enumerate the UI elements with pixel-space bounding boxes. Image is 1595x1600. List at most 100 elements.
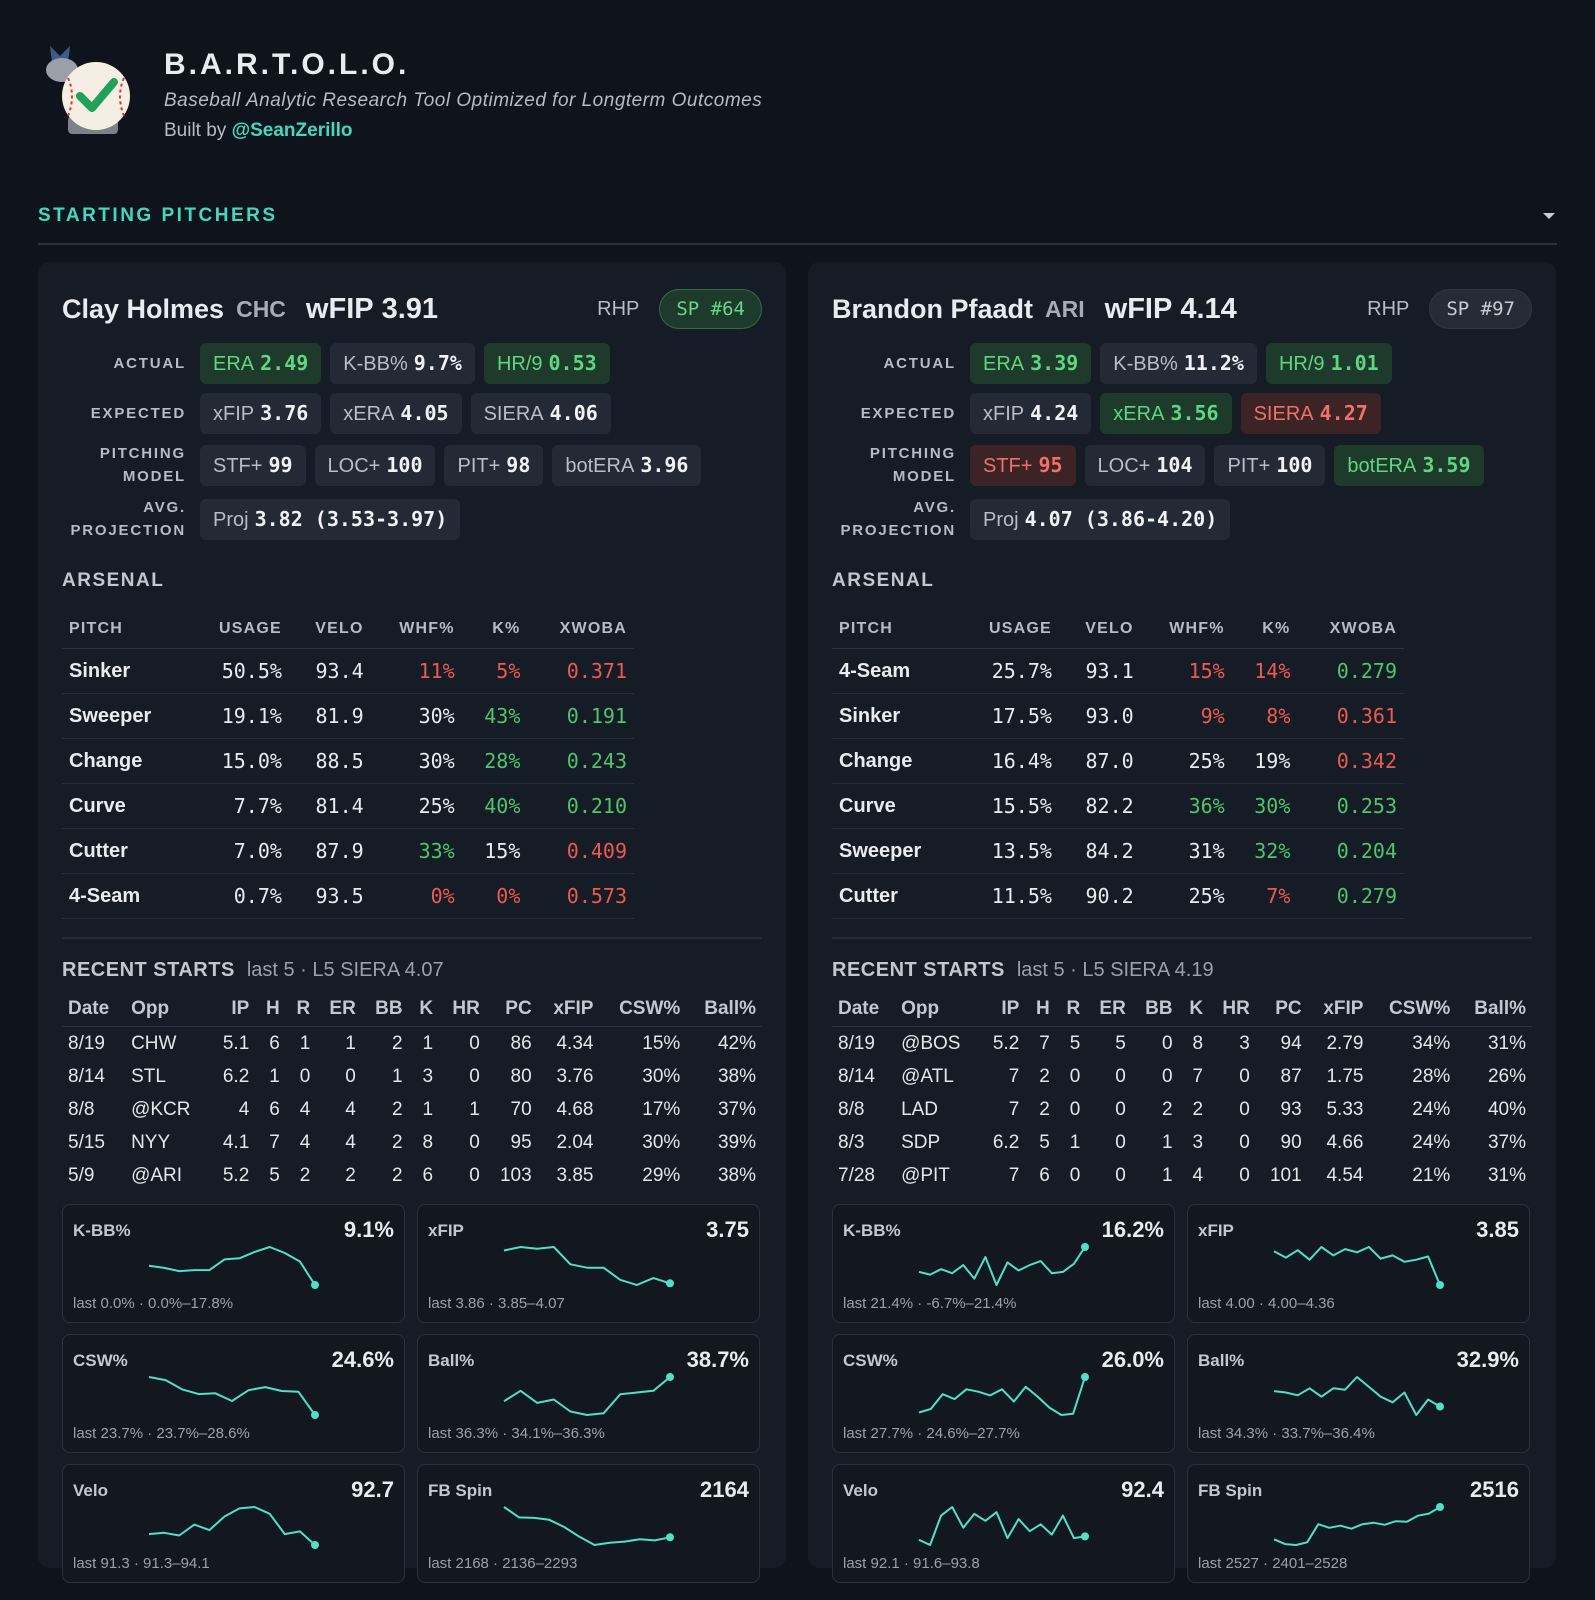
metric-row-label: PITCHING MODEL bbox=[869, 445, 956, 485]
arsenal-cell: 8% bbox=[1231, 693, 1298, 739]
recent-cell: 0 bbox=[299, 1065, 311, 1087]
sparkline-end-dot bbox=[311, 1411, 319, 1419]
sparkline-line bbox=[1273, 1376, 1441, 1416]
sparkline-footer: last 0.0% · 0.0%–17.8% bbox=[73, 1295, 234, 1312]
sparkline-footer: last 36.3% · 34.1%–36.3% bbox=[428, 1425, 605, 1442]
metric-chip: STF+ 95 bbox=[970, 444, 1076, 486]
chip-value: 99 bbox=[268, 452, 293, 477]
metric-row: PITCHING MODEL STF+ 99 LOC+ 100 PIT+ 98 botERA 3… bbox=[62, 442, 762, 488]
arsenal-cell: 81.9 bbox=[288, 693, 371, 739]
chip-value: 3.59 bbox=[1422, 452, 1471, 477]
sparkline-value: 92.4 bbox=[1121, 1477, 1164, 1502]
recent-cell: 0 bbox=[1239, 1098, 1250, 1120]
wfip-value: 3.91 bbox=[381, 292, 439, 325]
chip-value: 1.01 bbox=[1330, 350, 1379, 375]
metric-chip: HR/9 0.53 bbox=[483, 342, 610, 384]
arsenal-cell: 17.5% bbox=[958, 693, 1059, 739]
recent-cell: @ARI bbox=[131, 1164, 183, 1186]
author-link[interactable]: @SeanZerillo bbox=[231, 120, 353, 141]
chip-value: 4.05 bbox=[400, 400, 449, 425]
collapse-caret[interactable] bbox=[1543, 213, 1555, 219]
recent-cell: 86 bbox=[510, 1032, 532, 1054]
recent-cell: 7 bbox=[1192, 1065, 1204, 1087]
recent-cell: 4.68 bbox=[556, 1098, 594, 1120]
recent-cell: 4 bbox=[299, 1131, 311, 1153]
metric-chip: PIT+ 98 bbox=[444, 444, 544, 486]
sparkline bbox=[918, 1373, 1089, 1416]
recent-cell: 80 bbox=[510, 1065, 532, 1087]
sparkline bbox=[918, 1506, 1089, 1546]
recent-cell: 5 bbox=[1039, 1131, 1050, 1153]
arsenal-table: PITCH USAGE VELO WHF% K% XWOBA 4-Seam 25.7% 93.1… bbox=[832, 614, 1404, 919]
chip-label: STF+ bbox=[213, 454, 263, 477]
recent-cell: 0 bbox=[1069, 1098, 1081, 1120]
recent-cell: 0 bbox=[469, 1032, 480, 1054]
sparkline-label: FB Spin bbox=[428, 1481, 493, 1500]
metric-chip: ERA 2.49 bbox=[200, 342, 322, 384]
recent-cell: 26% bbox=[1487, 1065, 1526, 1087]
card-header: Brandon Pfaadt ARI wFIP 4.14 RHP SP #97 bbox=[832, 284, 1532, 334]
recent-cell: 0 bbox=[1239, 1164, 1250, 1186]
recent-row: 8/8 @KCR 4 6 4 4 2 1 1 70 4.68 17% 37% bbox=[62, 1093, 762, 1126]
sparkline-line bbox=[918, 1376, 1086, 1416]
sparkline-card: FB Spin 2164 last 2168 · 2136–2293 bbox=[417, 1464, 760, 1583]
recent-cell: 1 bbox=[345, 1032, 356, 1054]
column-header: VELO bbox=[1058, 614, 1141, 649]
column-header: Date bbox=[62, 994, 126, 1027]
recent-cell: 0 bbox=[469, 1131, 480, 1153]
chip-label: PIT+ bbox=[457, 454, 501, 477]
section-title: STARTING PITCHERS bbox=[38, 205, 278, 226]
recent-cell: 1.75 bbox=[1326, 1065, 1364, 1087]
recent-cell: 3.76 bbox=[556, 1065, 594, 1087]
sparkline bbox=[918, 1243, 1089, 1286]
chip-label: botERA bbox=[1347, 454, 1417, 477]
arsenal-cell: 0.204 bbox=[1297, 828, 1404, 874]
arsenal-cell: 25.7% bbox=[958, 648, 1059, 694]
sparkline-footer: last 2527 · 2401–2528 bbox=[1198, 1555, 1348, 1572]
sparkline-footer: last 91.3 · 91.3–94.1 bbox=[73, 1555, 210, 1572]
sparkline-card: CSW% 26.0% last 27.7% · 24.6%–27.7% bbox=[832, 1334, 1175, 1453]
sparkline-footer: last 2168 · 2136–2293 bbox=[428, 1555, 578, 1572]
sparkline-footer: last 92.1 · 91.6–93.8 bbox=[843, 1555, 980, 1572]
column-header: R bbox=[1055, 994, 1087, 1027]
sparkline-value: 2164 bbox=[700, 1477, 749, 1502]
section-header[interactable]: STARTING PITCHERS bbox=[38, 205, 1557, 245]
recent-cell: CHW bbox=[131, 1032, 177, 1054]
wfip-label: wFIP bbox=[305, 292, 374, 325]
arsenal-cell: 30% bbox=[370, 693, 462, 739]
recent-cell: 5.33 bbox=[1326, 1098, 1364, 1120]
column-header: IP bbox=[979, 994, 1026, 1027]
recent-cell: 29% bbox=[642, 1164, 681, 1186]
metric-chip: SIERA 4.06 bbox=[470, 392, 611, 434]
metric-chip: LOC+ 100 bbox=[314, 444, 436, 486]
arsenal-cell: 0.243 bbox=[527, 738, 634, 784]
sparkline-line bbox=[918, 1506, 1086, 1546]
sparkline bbox=[503, 1373, 674, 1416]
recent-header-row: Date Opp IP H R ER BB K HR PC xFIP CSW% Ball% bbox=[832, 994, 1532, 1027]
recent-cell: 7 bbox=[1039, 1032, 1050, 1054]
column-header: HR bbox=[439, 994, 486, 1027]
chip-label: ERA bbox=[983, 352, 1025, 375]
recent-cell: 31% bbox=[1487, 1032, 1526, 1054]
recent-cell: 6.2 bbox=[222, 1065, 250, 1087]
recent-cell: 2 bbox=[392, 1164, 403, 1186]
pitcher-cards: Clay Holmes CHC wFIP 3.91 RHP SP #64 ACTUAL ERA… bbox=[38, 262, 1556, 1583]
recent-cell: SDP bbox=[901, 1131, 941, 1153]
recent-cell: 1 bbox=[422, 1032, 434, 1054]
arsenal-row: Curve 15.5% 82.2 36% 30% 0.253 bbox=[832, 783, 1404, 829]
column-header: xFIP bbox=[537, 994, 600, 1027]
recent-cell: 24% bbox=[1412, 1098, 1451, 1120]
recent-cell: 8/14 bbox=[68, 1065, 105, 1087]
sparkline-line bbox=[1273, 1246, 1441, 1286]
chip-label: HR/9 bbox=[1278, 352, 1325, 375]
recent-cell: 1 bbox=[269, 1065, 280, 1087]
chip-label: Proj bbox=[213, 508, 249, 531]
recent-cell: 1 bbox=[1069, 1131, 1081, 1153]
column-header: CSW% bbox=[1369, 994, 1457, 1027]
column-header: HR bbox=[1209, 994, 1256, 1027]
column-header: Opp bbox=[125, 994, 210, 1027]
metric-row: EXPECTED xFIP 3.76 xERA 4.05 SIERA 4.06 bbox=[62, 392, 762, 434]
metric-chip: Proj 3.82 (3.53-3.97) bbox=[200, 498, 461, 540]
arsenal-cell: Sinker bbox=[832, 693, 959, 739]
rank-badge: SP #97 bbox=[1429, 289, 1532, 329]
